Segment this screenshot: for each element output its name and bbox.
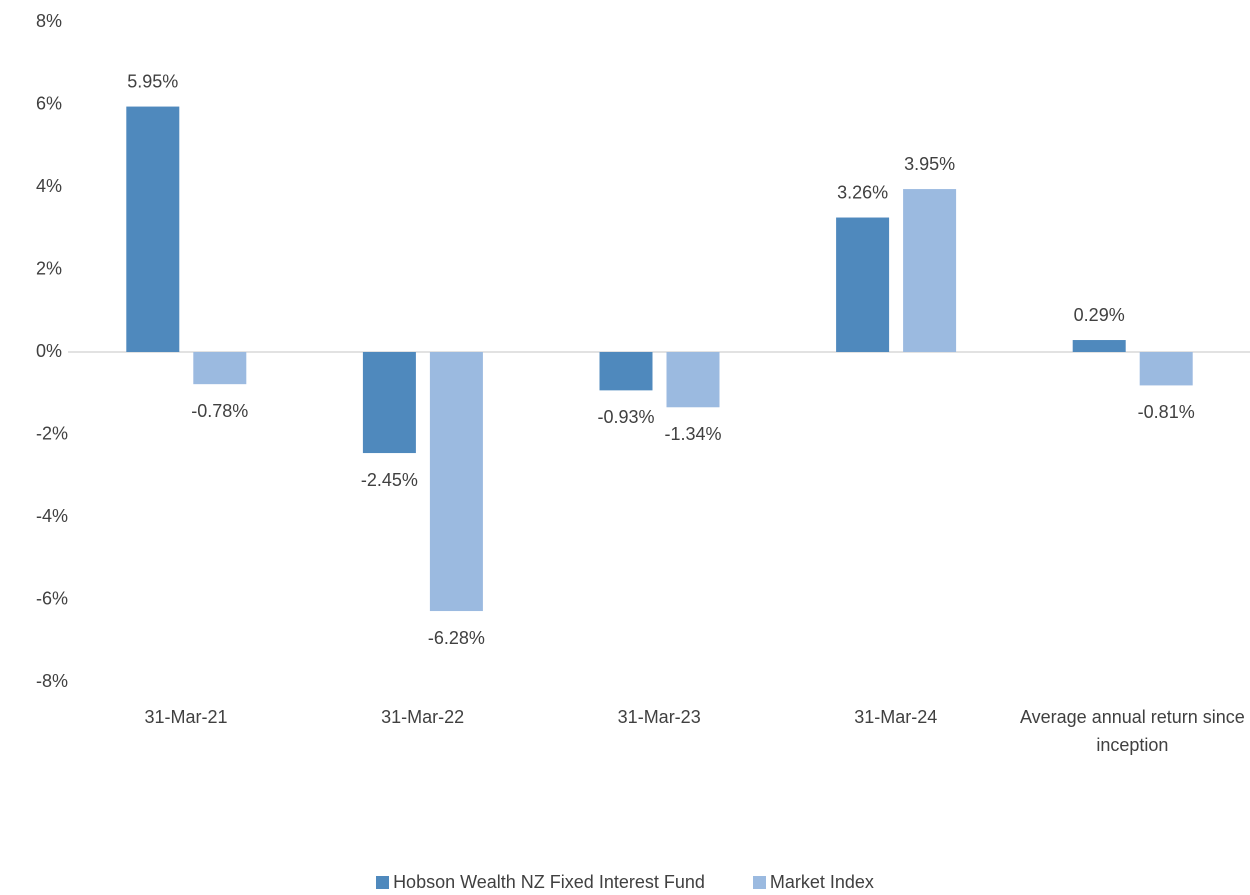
data-label: -0.78% [191, 401, 248, 421]
data-label: -1.34% [664, 424, 721, 444]
data-label: 5.95% [127, 71, 178, 91]
x-tick-label: 31-Mar-24 [854, 707, 938, 727]
legend-swatch [376, 876, 390, 889]
bar [599, 352, 653, 391]
data-label: 0.29% [1074, 305, 1125, 325]
bar [362, 352, 416, 454]
bar [1139, 352, 1193, 386]
bar [903, 189, 957, 352]
y-tick-label: -8% [36, 671, 68, 691]
y-tick-label: 2% [36, 258, 62, 278]
bar [126, 106, 180, 352]
data-label: 3.95% [904, 154, 955, 174]
y-tick-label: -4% [36, 506, 68, 526]
y-tick-label: 0% [36, 341, 62, 361]
x-tick-label: Average annual return since inception [1019, 707, 1245, 755]
legend: Hobson Wealth NZ Fixed Interest Fund Mark… [0, 872, 1250, 893]
bar [1072, 340, 1126, 352]
data-label: -2.45% [361, 470, 418, 490]
data-label: -6.28% [428, 628, 485, 648]
bar [193, 352, 247, 385]
data-label: -0.93% [597, 407, 654, 427]
bar [666, 352, 720, 408]
legend-item: Hobson Wealth NZ Fixed Interest Fund [376, 872, 705, 893]
y-tick-label: -6% [36, 588, 68, 608]
legend-swatch [752, 876, 766, 889]
bar [429, 352, 483, 612]
x-tick-label: 31-Mar-23 [617, 707, 701, 727]
data-label: -0.81% [1138, 402, 1195, 422]
y-tick-label: 4% [36, 176, 62, 196]
bar [836, 217, 890, 352]
y-tick-label: 6% [36, 93, 62, 113]
legend-item: Market Index [752, 872, 874, 893]
legend-label: Market Index [769, 872, 874, 892]
x-tick-label: 31-Mar-22 [381, 707, 465, 727]
y-tick-label: 8% [36, 11, 62, 31]
x-tick-label: 31-Mar-21 [144, 707, 228, 727]
data-label: 3.26% [837, 182, 888, 202]
legend-label: Hobson Wealth NZ Fixed Interest Fund [393, 872, 705, 892]
y-tick-label: -2% [36, 423, 68, 443]
